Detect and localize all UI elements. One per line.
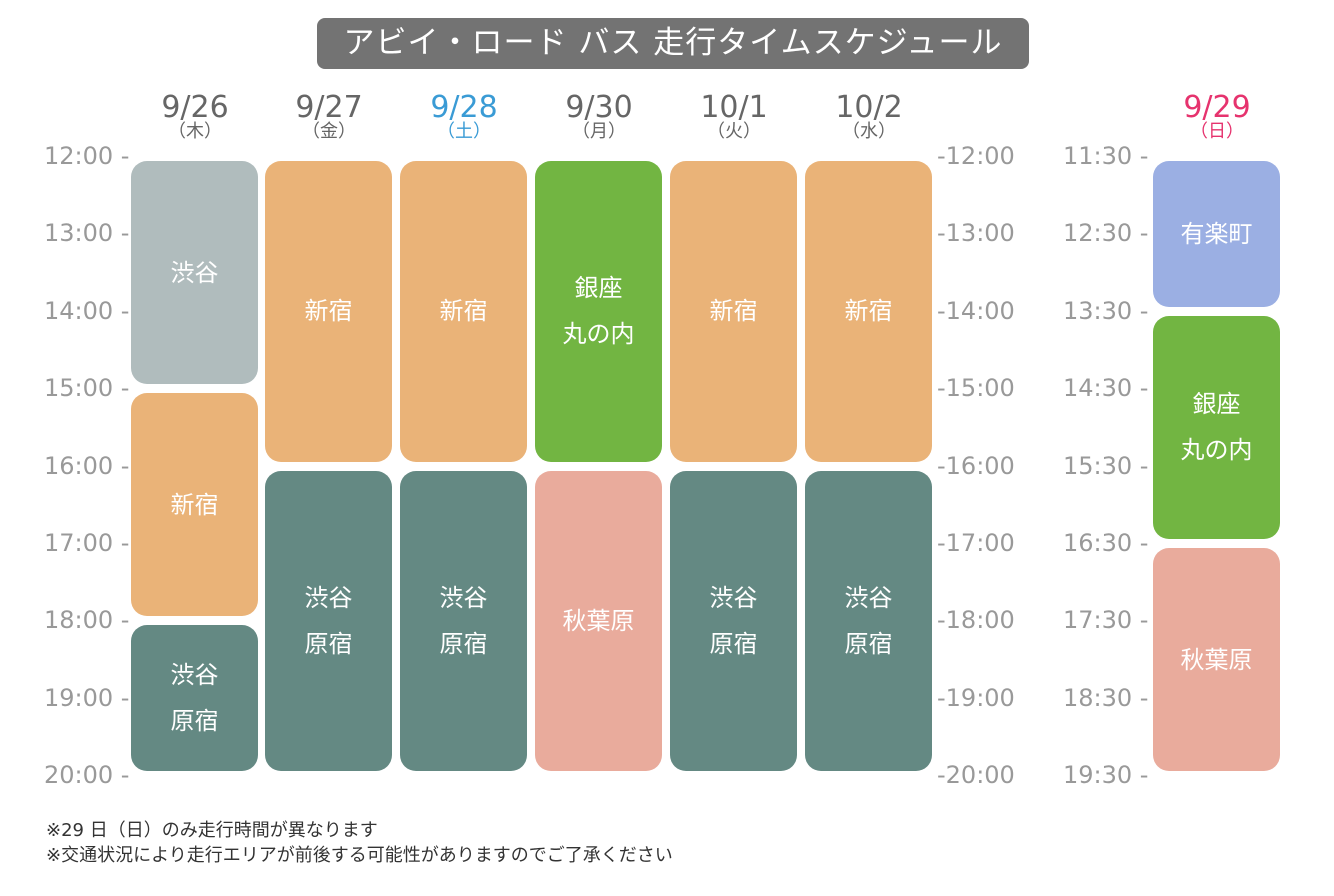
day-weekday: （月）: [572, 121, 626, 142]
day-date: 9/28: [430, 90, 498, 125]
block-area-label: 新宿: [709, 297, 758, 326]
note-traffic: ※交通状況により走行エリアが前後する可能性がありますのでご了承ください: [46, 845, 673, 866]
day-header: 9/26 （木）: [131, 90, 259, 142]
time-tick-sunday: 13:30 -: [1063, 296, 1149, 325]
time-tick-right: -13:00: [937, 219, 1015, 248]
block-area-label: 銀座 丸の内: [562, 274, 635, 349]
schedule-block: 銀座 丸の内: [1153, 315, 1280, 539]
block-area-label: 秋葉原: [1180, 645, 1253, 674]
schedule-block: 渋谷 原宿: [400, 470, 527, 772]
block-area-label: 新宿: [304, 297, 353, 326]
block-area-label: 秋葉原: [562, 606, 635, 635]
time-tick-sunday: 14:30 -: [1063, 374, 1149, 403]
schedule-block: 秋葉原: [1153, 548, 1280, 772]
time-tick-sunday: 17:30 -: [1063, 606, 1149, 635]
time-tick-right: -17:00: [937, 529, 1015, 557]
day-header: 10/1 （火）: [670, 90, 798, 142]
day-header: 9/28 （土）: [400, 90, 528, 142]
schedule-block: 新宿: [805, 161, 932, 462]
schedule-block: 渋谷: [131, 161, 258, 385]
time-tick-left: 15:00 -: [44, 374, 130, 403]
day-header: 9/27 （金）: [265, 90, 393, 142]
page-title: アビイ・ロード バス 走行タイムスケジュール: [317, 18, 1029, 69]
block-area-label: 新宿: [170, 490, 219, 519]
notes: ※29 日（日）のみ走行時間が異なります ※交通状況により走行エリアが前後する可…: [46, 818, 673, 868]
time-tick-left: 17:00 -: [44, 529, 130, 557]
block-area-label: 渋谷 原宿: [439, 583, 488, 658]
time-tick-left: 12:00 -: [44, 142, 130, 170]
time-tick-sunday: 12:30 -: [1063, 219, 1149, 248]
time-tick-sunday: 18:30 -: [1063, 683, 1149, 712]
day-weekday: （水）: [842, 121, 896, 142]
day-weekday: （土）: [437, 121, 491, 142]
time-tick-right: -14:00: [937, 296, 1015, 325]
block-area-label: 渋谷: [170, 258, 219, 287]
time-tick-sunday: 15:30 -: [1063, 451, 1149, 480]
time-tick-right: -16:00: [937, 451, 1015, 480]
day-weekday: （火）: [707, 121, 761, 142]
day-date: 10/2: [835, 90, 903, 125]
time-tick-right: -12:00: [937, 142, 1015, 170]
time-tick-left: 16:00 -: [44, 451, 130, 480]
block-area-label: 渋谷 原宿: [709, 583, 758, 658]
block-area-label: 新宿: [439, 297, 488, 326]
time-tick-left: 20:00 -: [44, 761, 130, 790]
time-tick-left: 14:00 -: [44, 296, 130, 325]
day-date: 9/26: [161, 90, 229, 125]
time-tick-sunday: 16:30 -: [1063, 529, 1149, 557]
schedule-block: 新宿: [670, 161, 797, 462]
schedule-block: 渋谷 原宿: [805, 470, 932, 772]
day-weekday: （日）: [1190, 121, 1244, 142]
schedule-block: 渋谷 原宿: [265, 470, 392, 772]
schedule-block: 新宿: [400, 161, 527, 462]
day-weekday: （木）: [168, 121, 222, 142]
schedule-block: 渋谷 原宿: [670, 470, 797, 772]
note-sunday: ※29 日（日）のみ走行時間が異なります: [46, 820, 378, 841]
block-area-label: 有楽町: [1180, 219, 1253, 248]
time-tick-sunday: 11:30 -: [1063, 142, 1149, 170]
day-header: 9/30 （月）: [535, 90, 663, 142]
schedule-block: 新宿: [131, 393, 258, 617]
schedule-block: 渋谷 原宿: [131, 625, 258, 772]
day-weekday: （金）: [302, 121, 356, 142]
time-tick-right: -15:00: [937, 374, 1015, 403]
schedule-block: 有楽町: [1153, 161, 1280, 307]
day-date: 9/30: [565, 90, 633, 125]
time-tick-right: -18:00: [937, 606, 1015, 635]
time-tick-left: 18:00 -: [44, 606, 130, 635]
day-date: 10/1: [700, 90, 768, 125]
day-header-sunday: 9/29 （日）: [1153, 90, 1281, 142]
time-tick-left: 13:00 -: [44, 219, 130, 248]
time-tick-right: -19:00: [937, 683, 1015, 712]
block-area-label: 銀座 丸の内: [1180, 390, 1253, 465]
block-area-label: 渋谷 原宿: [304, 583, 353, 658]
block-area-label: 渋谷 原宿: [844, 583, 893, 658]
block-area-label: 渋谷 原宿: [170, 661, 219, 736]
schedule-block: 秋葉原: [535, 470, 662, 772]
schedule-block: 銀座 丸の内: [535, 161, 662, 462]
time-tick-right: -20:00: [937, 761, 1015, 790]
schedule-block: 新宿: [265, 161, 392, 462]
day-date: 9/29: [1183, 90, 1251, 125]
time-tick-left: 19:00 -: [44, 683, 130, 712]
time-tick-sunday: 19:30 -: [1063, 761, 1149, 790]
day-header: 10/2 （水）: [805, 90, 933, 142]
block-area-label: 新宿: [844, 297, 893, 326]
day-date: 9/27: [295, 90, 363, 125]
